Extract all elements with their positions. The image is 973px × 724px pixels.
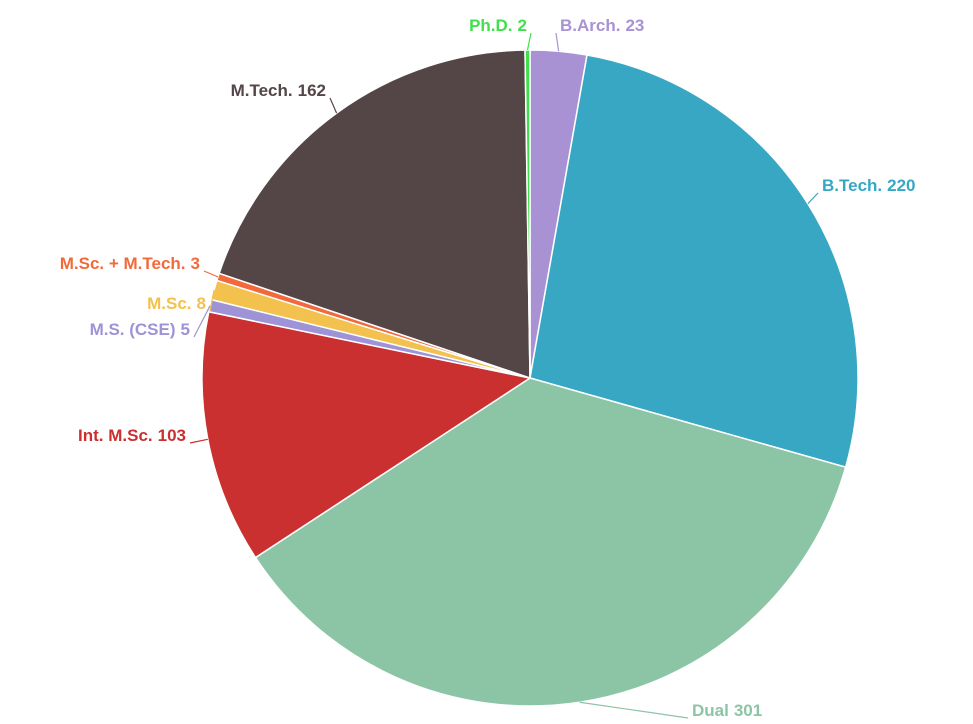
slice-label: Int. M.Sc. 103	[78, 426, 186, 445]
leader-line	[209, 289, 215, 312]
pie-slice	[201, 310, 532, 559]
category-label: Dual	[692, 701, 729, 720]
category-label: Ph.D.	[469, 16, 512, 35]
leader-line	[193, 305, 211, 338]
leader-line	[807, 192, 819, 205]
value-label: 2	[518, 16, 527, 35]
category-label: B.Tech.	[822, 176, 882, 195]
pie-slice	[529, 54, 859, 469]
category-label: M.S. (CSE)	[90, 320, 176, 339]
value-label: 301	[734, 701, 762, 720]
category-label: M.Tech.	[231, 81, 293, 100]
value-label: 103	[158, 426, 186, 445]
value-label: 220	[887, 176, 915, 195]
category-label: M.Sc.	[147, 294, 191, 313]
slice-label: M.Sc. + M.Tech. 3	[60, 254, 200, 273]
slice-label: M.S. (CSE) 5	[90, 320, 190, 339]
value-label: 23	[625, 16, 644, 35]
leader-line	[189, 438, 208, 444]
leader-line	[526, 32, 532, 51]
slice-label: Ph.D. 2	[469, 16, 527, 35]
leader-line	[555, 32, 560, 52]
category-label: Int. M.Sc.	[78, 426, 153, 445]
leader-line	[203, 270, 219, 278]
slice-label: Dual 301	[692, 701, 762, 720]
category-label: B.Arch.	[560, 16, 620, 35]
pie-slice	[218, 49, 531, 380]
category-label: M.Sc. + M.Tech.	[60, 254, 186, 273]
value-label: 3	[191, 254, 200, 273]
slice-label: M.Sc. 8	[147, 294, 206, 313]
leader-line	[329, 97, 338, 114]
slice-label: B.Arch. 23	[560, 16, 644, 35]
value-label: 8	[197, 294, 206, 313]
value-label: 5	[181, 320, 190, 339]
slice-label: M.Tech. 162	[231, 81, 326, 100]
pie-slice	[524, 49, 531, 379]
value-label: 162	[298, 81, 326, 100]
slice-label: B.Tech. 220	[822, 176, 916, 195]
leader-line	[579, 701, 689, 719]
